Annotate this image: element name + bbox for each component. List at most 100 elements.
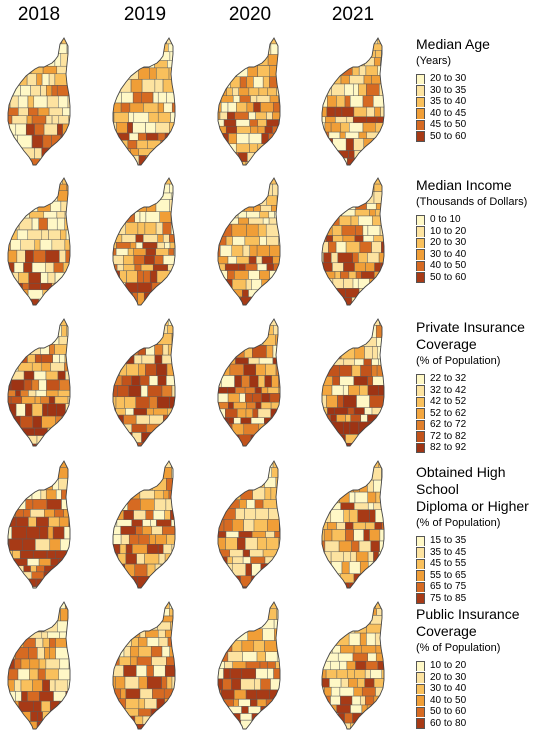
census-tract xyxy=(344,95,351,108)
census-tract xyxy=(386,589,396,596)
census-tract xyxy=(387,600,397,609)
census-tract xyxy=(351,540,360,553)
census-tract xyxy=(279,319,280,326)
census-tract xyxy=(388,653,394,661)
census-tract xyxy=(338,623,346,634)
census-tract xyxy=(218,143,229,153)
census-tract xyxy=(71,632,85,638)
census-tract xyxy=(271,467,280,478)
census-tract xyxy=(248,461,264,468)
census-tract xyxy=(8,721,11,729)
census-tract xyxy=(219,499,227,509)
census-tract xyxy=(221,65,231,78)
census-tract xyxy=(48,721,57,729)
census-tract xyxy=(40,354,53,364)
census-tract xyxy=(372,95,384,108)
census-tract xyxy=(229,363,244,376)
census-tract xyxy=(382,297,384,305)
census-tract xyxy=(345,138,354,151)
census-tract xyxy=(263,719,277,729)
census-tract xyxy=(258,87,268,96)
census-tract xyxy=(266,289,280,298)
census-tract xyxy=(8,336,15,345)
census-tract xyxy=(113,423,119,433)
census-tract xyxy=(131,519,143,527)
census-tract xyxy=(41,700,51,712)
census-tract xyxy=(257,125,266,134)
census-tract xyxy=(222,698,234,707)
census-tract xyxy=(273,668,280,680)
census-tract xyxy=(244,183,261,197)
census-tract xyxy=(114,43,127,53)
legend-item: 60 to 80 xyxy=(416,718,520,730)
census-tract xyxy=(113,79,121,93)
census-tract xyxy=(240,417,252,425)
census-tract xyxy=(176,576,190,588)
census-tract xyxy=(259,661,268,669)
census-tract xyxy=(120,467,130,479)
census-tract xyxy=(124,319,133,326)
legend-item: 0 to 10 xyxy=(416,214,527,226)
census-tract xyxy=(367,652,377,662)
census-tract xyxy=(16,249,26,263)
census-tract xyxy=(38,558,52,567)
census-tract xyxy=(225,537,238,551)
census-tract xyxy=(155,222,164,235)
census-tract xyxy=(121,375,132,386)
census-tract xyxy=(135,234,144,243)
census-tract xyxy=(8,319,18,326)
census-tract xyxy=(68,115,70,125)
census-tract xyxy=(59,289,70,300)
census-tract xyxy=(371,573,379,583)
census-tract xyxy=(149,534,156,545)
census-tract xyxy=(13,637,24,648)
census-tract xyxy=(239,713,253,721)
census-tract xyxy=(18,178,31,185)
census-tract xyxy=(359,385,369,396)
census-tract xyxy=(67,396,70,404)
census-tract xyxy=(48,107,63,116)
census-tract xyxy=(155,122,170,134)
census-tract xyxy=(149,51,157,61)
census-tract xyxy=(267,87,277,96)
census-tract xyxy=(218,363,220,376)
census-tract xyxy=(171,467,175,479)
census-tract xyxy=(51,85,58,97)
census-tract xyxy=(148,167,155,177)
census-tract xyxy=(349,95,364,108)
census-tract xyxy=(167,325,175,334)
census-tract xyxy=(20,389,29,397)
census-tract xyxy=(116,178,130,185)
census-tract xyxy=(166,38,175,45)
census-tract xyxy=(234,375,242,388)
census-tract xyxy=(72,191,77,202)
census-tract xyxy=(120,461,131,468)
map-public-insurance-2019 xyxy=(112,601,191,730)
census-tract xyxy=(218,334,223,346)
census-tract xyxy=(179,689,191,699)
census-tract xyxy=(113,510,115,520)
census-tract xyxy=(141,91,154,104)
census-tract xyxy=(339,491,350,504)
census-tract xyxy=(332,203,341,210)
census-tract xyxy=(275,719,280,729)
census-tract xyxy=(283,620,290,629)
census-tract xyxy=(268,211,275,219)
census-tract xyxy=(218,461,229,468)
census-tract xyxy=(146,676,162,690)
census-tract xyxy=(226,487,242,500)
census-tract xyxy=(161,385,173,398)
census-tract xyxy=(260,678,271,691)
census-tract xyxy=(322,602,332,609)
census-tract xyxy=(377,278,384,289)
census-tract xyxy=(8,379,12,391)
census-tract xyxy=(29,211,45,219)
census-tract xyxy=(174,715,175,725)
census-tract xyxy=(113,665,124,677)
census-tract xyxy=(144,333,152,345)
census-tract xyxy=(337,652,354,662)
census-tract xyxy=(30,319,45,326)
census-tract xyxy=(371,421,384,435)
census-tract xyxy=(250,556,266,564)
census-tract xyxy=(175,167,188,177)
